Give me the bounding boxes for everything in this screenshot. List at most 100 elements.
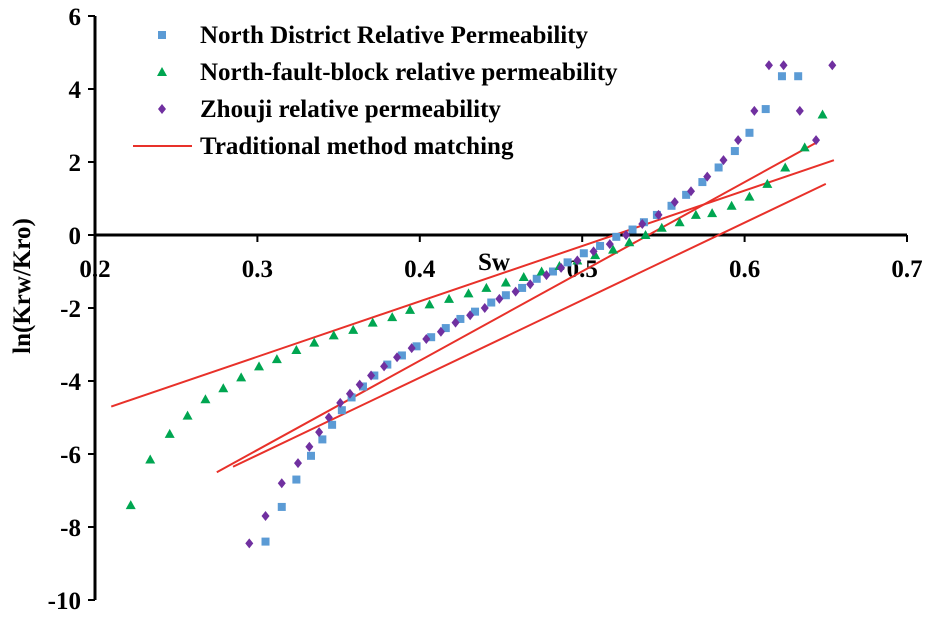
data-point — [348, 324, 359, 334]
series-3 — [245, 60, 837, 549]
y-axis-title: ln(Krw/Kro) — [9, 218, 36, 354]
x-tick-label: 0.3 — [242, 256, 273, 283]
y-tick-label: -8 — [60, 515, 81, 542]
data-point — [200, 394, 211, 404]
data-point — [318, 435, 327, 444]
data-point — [764, 60, 773, 71]
data-point — [518, 283, 527, 292]
y-tick-label: 0 — [69, 223, 82, 250]
data-point — [422, 334, 431, 345]
data-point — [589, 246, 598, 257]
data-point — [557, 262, 566, 273]
data-point — [125, 500, 136, 510]
data-point — [315, 427, 324, 438]
y-tick-label: -2 — [60, 296, 81, 323]
data-point — [667, 201, 676, 210]
y-tick-label: -4 — [60, 369, 81, 396]
data-point — [501, 291, 510, 300]
data-point — [518, 271, 529, 281]
data-point — [277, 478, 286, 489]
x-tick-label: 0.7 — [891, 256, 922, 283]
data-point — [309, 337, 320, 347]
data-point — [345, 388, 354, 399]
data-point — [218, 383, 229, 393]
legend-marker — [157, 67, 167, 76]
y-tick-label: 6 — [69, 4, 82, 31]
y-tick-label: 4 — [69, 77, 82, 104]
data-point — [412, 342, 421, 351]
data-point — [495, 293, 504, 304]
data-point — [670, 197, 679, 208]
data-point — [164, 428, 175, 438]
data-point — [640, 230, 651, 239]
data-point — [324, 412, 333, 423]
data-point — [480, 303, 489, 313]
data-point — [393, 352, 402, 363]
data-point — [745, 128, 754, 137]
data-point — [590, 250, 601, 260]
data-point — [294, 458, 302, 469]
data-point — [726, 200, 737, 210]
data-point — [511, 286, 520, 297]
data-point — [714, 163, 723, 172]
data-point — [707, 208, 718, 218]
fit-line — [110, 159, 835, 408]
data-point — [750, 105, 759, 116]
data-point — [674, 217, 685, 227]
data-point — [245, 538, 254, 549]
data-point — [563, 258, 572, 267]
legend-marker — [158, 31, 166, 39]
data-point — [387, 312, 398, 322]
data-point — [500, 277, 511, 287]
data-point — [817, 109, 828, 119]
data-point — [380, 361, 389, 372]
data-point — [698, 178, 707, 187]
data-point — [261, 537, 270, 546]
data-point — [347, 393, 356, 402]
data-point — [548, 267, 557, 276]
data-point — [654, 209, 663, 220]
data-point — [638, 219, 647, 230]
series-layer — [125, 60, 837, 549]
data-point — [305, 441, 314, 452]
data-point — [542, 270, 551, 281]
data-point — [719, 155, 728, 166]
legend-marker — [158, 104, 166, 114]
data-point — [436, 326, 445, 337]
data-point — [526, 279, 535, 290]
fit-line — [216, 141, 819, 474]
data-point — [145, 454, 156, 464]
data-point — [596, 241, 605, 250]
data-point — [612, 232, 621, 241]
legend-label: North-fault-block relative permeability — [200, 59, 618, 86]
axes: 0.2 0.3 0.4 0.5 0.6 0.7 -10 -8 -6 -4 -2 0 2 4 6 — [48, 4, 923, 615]
x-tick-label: 0.5 — [567, 256, 598, 283]
y-tick-label: -6 — [60, 442, 81, 469]
data-point — [328, 330, 339, 340]
data-point — [261, 511, 270, 522]
data-point — [277, 502, 286, 511]
data-point — [690, 209, 701, 219]
data-point — [780, 162, 791, 172]
data-point — [828, 60, 837, 71]
x-tick-label: 0.2 — [79, 256, 110, 283]
data-point — [682, 190, 691, 199]
data-point — [730, 147, 739, 156]
data-point — [292, 475, 301, 484]
data-point — [762, 178, 773, 188]
series-1 — [261, 72, 803, 546]
data-point — [367, 317, 378, 327]
data-point — [628, 225, 637, 234]
legend-label: Traditional method matching — [200, 133, 514, 160]
data-point — [383, 360, 392, 369]
data-point — [622, 230, 631, 240]
data-point — [744, 191, 755, 201]
data-point — [355, 379, 364, 390]
data-point — [336, 397, 345, 408]
data-point — [573, 255, 582, 266]
y-tick-label: -10 — [48, 588, 81, 615]
legend-label: North District Relative Permeability — [200, 22, 589, 49]
data-point — [481, 282, 492, 292]
data-point — [779, 60, 788, 71]
data-point — [405, 304, 416, 314]
